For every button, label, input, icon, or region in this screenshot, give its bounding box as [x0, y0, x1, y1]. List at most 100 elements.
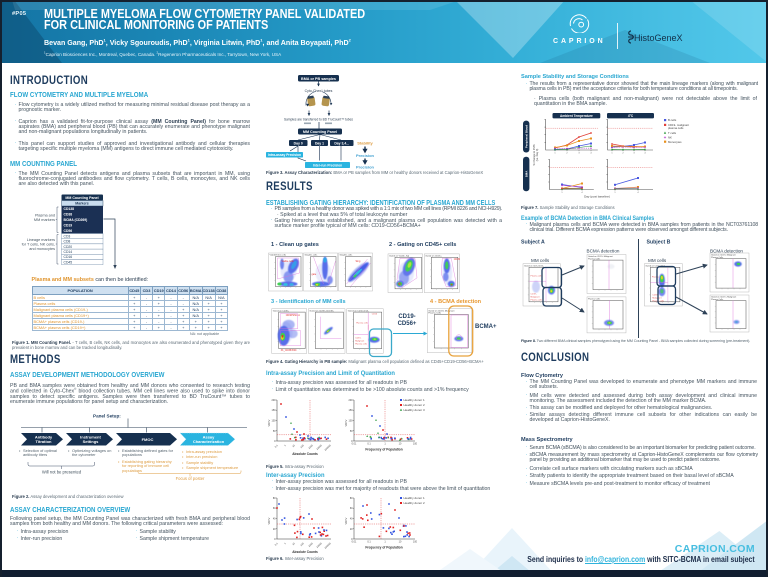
svg-text:40: 40: [350, 518, 353, 521]
svg-text:CD19- malignant: CD19- malignant: [668, 123, 689, 127]
svg-text:150: 150: [272, 409, 277, 412]
svg-text:Markers: Markers: [75, 202, 88, 206]
svg-text:Gated on CD19- Malignant: Gated on CD19- Malignant: [428, 309, 454, 312]
svg-text:Plasma cells: Plasma cells: [531, 276, 543, 278]
svg-text:CD19-: CD19-: [531, 294, 537, 296]
svg-text:Settings: Settings: [83, 439, 100, 444]
svg-text:Singlets cells: Singlets cells: [340, 254, 354, 257]
svg-text:Gated on CD3-CD14-: Gated on CD3-CD14-: [348, 309, 369, 312]
svg-text:1: 1: [284, 444, 288, 448]
svg-text:Plasma Cells: Plasma Cells: [588, 258, 600, 260]
svg-text:(vs. Day 0): (vs. Day 0): [535, 149, 539, 162]
svg-text:Samples are transferred to BD: Samples are transferred to BD TruCount™ …: [284, 118, 353, 122]
svg-text:Plasma and: Plasma and: [35, 214, 55, 218]
svg-text:Ambient Temperature: Ambient Temperature: [560, 114, 593, 118]
svg-text:0.01: 0.01: [352, 541, 357, 544]
svg-text:Healthy donor 2: Healthy donor 2: [404, 501, 426, 505]
svg-text:Gated on CD19+ Malignant: Gated on CD19+ Malignant: [711, 296, 737, 299]
svg-text:CD16: CD16: [64, 255, 73, 259]
svg-text:Plasma cells: Plasma cells: [356, 323, 368, 325]
svg-text:%CV: %CV: [267, 420, 271, 427]
svg-text:Plasma Cells: Plasma Cells: [711, 257, 723, 259]
svg-text:Absolute Counts: Absolute Counts: [292, 550, 318, 554]
svg-text:Frequency of Population: Frequency of Population: [365, 448, 402, 452]
svg-text:Plasma Cells: Plasma Cells: [428, 313, 442, 315]
svg-text:1: 1: [611, 153, 613, 155]
svg-text:1: 1: [614, 192, 616, 194]
svg-text:MM Counting Panel: MM Counting Panel: [65, 196, 98, 200]
svg-text:1: 1: [554, 153, 556, 155]
svg-text:1: 1: [561, 192, 563, 194]
svg-text:Characterization: Characterization: [193, 439, 225, 444]
svg-text:CD8: CD8: [64, 240, 71, 244]
svg-text:150: 150: [349, 409, 354, 412]
svg-text:0.1: 0.1: [274, 444, 279, 449]
svg-text:Plasma Cells: Plasma Cells: [588, 299, 600, 301]
svg-text:1: 1: [384, 541, 386, 544]
svg-text:Antibody: Antibody: [35, 434, 53, 439]
svg-text:MM markers: MM markers: [34, 218, 55, 222]
svg-text:10: 10: [399, 443, 402, 446]
svg-text:Day 1: Day 1: [315, 141, 324, 145]
svg-text:Focus of poster: Focus of poster: [176, 476, 205, 481]
svg-text:MM Counting Panel: MM Counting Panel: [303, 130, 337, 134]
svg-text:CD19: CD19: [64, 224, 73, 228]
svg-text:Absolute Counts: Absolute Counts: [292, 452, 318, 456]
svg-text:CD14: CD14: [64, 250, 73, 254]
svg-text:2: 2: [622, 153, 624, 155]
svg-text:20: 20: [350, 528, 353, 531]
svg-text:T cells: T cells: [668, 131, 677, 135]
svg-text:Inter-run Precision: Inter-run Precision: [313, 163, 342, 167]
svg-text:200: 200: [272, 399, 277, 402]
svg-text:NK: NK: [668, 136, 672, 140]
svg-text:Gated on CD45+: Gated on CD45+: [425, 255, 442, 258]
svg-text:0: 0: [351, 538, 353, 541]
svg-text:3: 3: [633, 153, 635, 155]
svg-text:B cells: B cells: [668, 118, 677, 122]
svg-text:Plasma cells: Plasma cells: [531, 299, 543, 301]
svg-text:Singlets cells: Singlets cells: [305, 254, 319, 257]
svg-text:3: 3: [578, 153, 580, 155]
svg-text:Gated on CD3-CD14-: Gated on CD3-CD14-: [645, 264, 665, 267]
svg-text:for T cells, NK cells,: for T cells, NK cells,: [22, 243, 55, 247]
svg-text:Gated on CD45+: Gated on CD45+: [273, 309, 290, 312]
svg-text:4°C: 4°C: [628, 114, 634, 118]
svg-text:CD20: CD20: [64, 245, 73, 249]
svg-text:80: 80: [273, 497, 276, 500]
svg-text:4: 4: [581, 192, 583, 194]
svg-text:BMA: BMA: [525, 170, 529, 177]
svg-text:Stability: Stability: [357, 141, 373, 146]
svg-text:10000: 10000: [316, 444, 323, 451]
svg-text:CD45: CD45: [64, 260, 73, 264]
svg-text:Gated on CD19- Malignant: Gated on CD19- Malignant: [588, 255, 613, 258]
svg-text:Instrument: Instrument: [80, 434, 101, 439]
svg-text:Titration: Titration: [36, 439, 52, 444]
svg-text:CD138: CD138: [64, 207, 75, 211]
svg-text:Frequency of Population: Frequency of Population: [365, 546, 402, 550]
svg-text:200: 200: [349, 399, 354, 402]
svg-text:CD56: CD56: [372, 314, 378, 316]
svg-text:CD45: CD45: [454, 258, 461, 261]
svg-text:Healthy donor 1: Healthy donor 1: [404, 398, 426, 402]
svg-text:1000: 1000: [308, 542, 314, 548]
svg-text:CD56: CD56: [64, 229, 73, 233]
svg-text:100: 100: [272, 420, 277, 423]
svg-text:100000: 100000: [324, 444, 332, 452]
svg-text:1: 1: [284, 542, 288, 546]
svg-text:100: 100: [349, 420, 354, 423]
svg-text:0: 0: [274, 440, 276, 443]
svg-text:Will not be presented: Will not be presented: [42, 470, 82, 475]
svg-text:BCMA (CD269): BCMA (CD269): [64, 218, 88, 222]
svg-text:%CV: %CV: [344, 518, 348, 525]
svg-text:Malignant: Malignant: [355, 340, 364, 343]
svg-text:Gated on CD3-CD14-: Gated on CD3-CD14-: [524, 264, 544, 267]
svg-text:0.1: 0.1: [274, 542, 279, 547]
svg-text:FMOC: FMOC: [142, 437, 154, 442]
svg-text:50: 50: [273, 430, 276, 433]
svg-text:gate: gate: [312, 273, 317, 276]
svg-text:Peripheral Blood: Peripheral Blood: [525, 125, 529, 148]
svg-text:Plasma cells: Plasma cells: [355, 344, 367, 346]
svg-text:Intra-assay Precision: Intra-assay Precision: [268, 153, 301, 157]
svg-text:and monocytes: and monocytes: [29, 247, 55, 251]
svg-text:Monocytes: Monocytes: [668, 140, 682, 144]
